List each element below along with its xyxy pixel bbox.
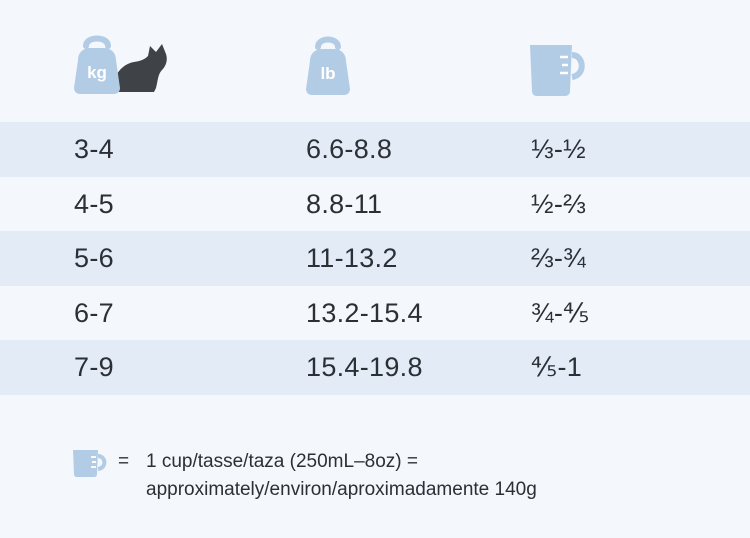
cups-cell: ¾-⅘ <box>531 297 590 328</box>
weight-lb-cell: 13.2-15.4 <box>306 297 423 328</box>
legend-cup-definition: 1 cup/tasse/taza (250mL–8oz) = <box>146 451 418 472</box>
weight-kg-cell: 4-5 <box>74 188 114 219</box>
kg-weight-icon: kg <box>74 35 167 94</box>
legend-cup-weight: approximately/environ/aproximadamente 14… <box>146 479 537 500</box>
weight-lb-cell: 15.4-19.8 <box>306 352 423 383</box>
cups-cell: ⅔-¾ <box>531 243 586 274</box>
weight-lb-cell: 11-13.2 <box>306 243 398 274</box>
lb-weight-icon: lb <box>306 36 350 95</box>
cups-cell: ⅓-½ <box>531 134 586 164</box>
cups-cell: ½-⅔ <box>531 188 586 219</box>
lb-label: lb <box>320 64 335 83</box>
weight-lb-cell: 8.8-11 <box>306 188 383 219</box>
measuring-cup-icon <box>73 450 107 477</box>
feeding-table: 3-4 6.6-8.8 ⅓-½ 4-5 8.8-11 ½-⅔ 5-6 11-13… <box>0 122 750 395</box>
kg-label: kg <box>87 63 107 82</box>
weight-kg-cell: 6-7 <box>74 297 114 328</box>
table-row: 6-7 13.2-15.4 ¾-⅘ <box>0 285 750 341</box>
table-row: 3-4 6.6-8.8 ⅓-½ <box>0 122 750 177</box>
weight-kg-cell: 7-9 <box>74 352 114 383</box>
table-row: 5-6 11-13.2 ⅔-¾ <box>0 231 750 286</box>
measuring-cup-icon <box>530 45 585 96</box>
table-row: 4-5 8.8-11 ½-⅔ <box>0 176 750 232</box>
table-row: 7-9 15.4-19.8 ⅘-1 <box>0 340 750 395</box>
cups-cell: ⅘-1 <box>531 352 583 383</box>
weight-kg-cell: 3-4 <box>74 134 114 164</box>
weight-lb-cell: 6.6-8.8 <box>306 134 393 164</box>
table-header: kg lb <box>0 0 750 122</box>
weight-kg-cell: 5-6 <box>74 243 114 274</box>
legend-equals: = <box>118 451 130 472</box>
cat-silhouette-icon <box>112 44 167 92</box>
